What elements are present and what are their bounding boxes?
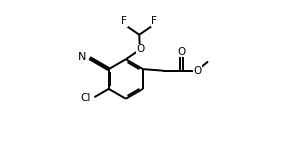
Text: O: O (137, 44, 145, 54)
Text: O: O (177, 47, 186, 57)
Text: Cl: Cl (80, 93, 90, 103)
Text: F: F (121, 16, 127, 27)
Text: F: F (151, 16, 157, 27)
Text: O: O (194, 66, 202, 76)
Text: N: N (78, 52, 87, 62)
